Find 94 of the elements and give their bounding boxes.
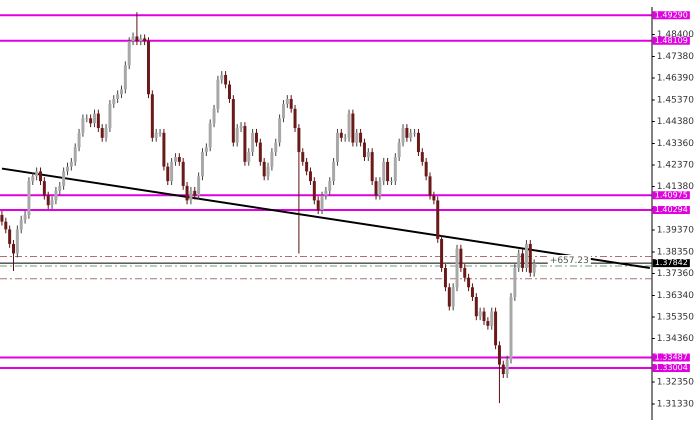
y-tick-label: 1.35350 [656,312,694,322]
candlestick [328,176,332,196]
y-tick-label: 1.41380 [656,182,694,192]
candlestick [290,94,293,114]
y-tick-label: 1.38350 [656,248,694,258]
candlestick [66,162,69,176]
ref-line-label: 1.40975 [654,190,688,200]
candlestick [266,162,270,181]
candlestick [366,148,370,162]
candlestick [236,124,239,147]
candlestick [355,128,358,147]
candlestick [362,138,366,162]
candlestick [154,128,158,142]
y-tick-label: 1.39370 [656,225,694,236]
candlestick [189,186,192,205]
y-tick-label: 1.34360 [656,334,694,344]
candlestick [467,273,470,292]
ref-line-label: 1.40294 [654,205,688,214]
candlestick [308,166,312,186]
y-tick-label: 1.45370 [656,95,694,106]
candlestick [197,172,200,200]
candlestick [0,210,4,226]
candlestick [374,176,378,200]
candlestick [386,157,390,186]
candlestick [482,307,486,326]
candlestick [220,70,224,84]
candlestick [193,186,196,200]
candlestick [294,104,297,132]
candlestick [270,148,274,172]
candlestick [228,80,231,104]
candlestick [332,157,336,186]
candlestick [135,12,138,46]
candlestick [120,85,123,99]
candlestick [104,124,108,142]
candlestick [38,166,42,186]
y-tick-label: 1.42370 [656,160,694,170]
candlestick [166,162,170,186]
candlestick [186,181,189,205]
candlestick [174,152,177,166]
candlestick [478,307,482,321]
candlestick [340,128,343,142]
candlestick [240,122,243,132]
candlestick [405,124,408,142]
y-tick-label: 1.47380 [656,52,694,62]
candlestick [359,128,362,147]
candlestick [486,316,490,330]
candlestick [35,166,38,181]
candlestick [92,109,96,128]
candlestick [286,94,289,108]
candlestick [282,100,285,123]
ref-line-label: 1.49290 [654,10,688,20]
candlestick [444,264,447,292]
candlestick [54,186,58,205]
y-tick-label: 1.36340 [656,291,694,302]
candlestick [416,128,420,156]
candlestick [448,282,451,311]
candlestick [474,292,478,321]
candlestick [502,360,505,379]
candlestick [170,157,174,186]
candlestick [521,249,524,272]
y-tick-label: 1.32350 [656,377,694,388]
candlestick [12,240,15,272]
y-tick-label: 1.37360 [656,268,694,279]
candlestick [452,282,455,311]
candlestick [498,340,501,404]
y-tick-label: 1.31330 [656,400,694,410]
candlestick [132,32,135,46]
candlestick [428,172,432,200]
candlestick [409,128,412,142]
candlestick [506,355,509,379]
candlestick [31,172,34,186]
ref-line-label: 1.33004 [654,363,688,372]
y-tick-label: 1.44380 [656,116,694,127]
candlestick [470,282,474,302]
candlestick [78,128,81,152]
candlestick [402,124,405,147]
candlestick [320,191,324,215]
candlestick [89,114,92,128]
candlestick [254,128,258,147]
ref-line-label: 1.37842 [654,258,688,268]
candlestick [212,104,216,128]
candlestick [112,94,116,108]
candlestick [490,307,494,330]
ref-line-label: 1.33487 [654,352,688,362]
candlestick [532,258,536,278]
candlestick [74,142,77,166]
candlestick [50,196,54,210]
y-tick-label: 1.43360 [656,138,694,149]
candlestick [224,70,228,89]
y-tick-label: 1.46390 [656,73,694,84]
candlestick [81,114,84,138]
candlestick [390,176,393,186]
annotation: +657.23 [550,256,589,266]
candlestick [24,210,27,224]
